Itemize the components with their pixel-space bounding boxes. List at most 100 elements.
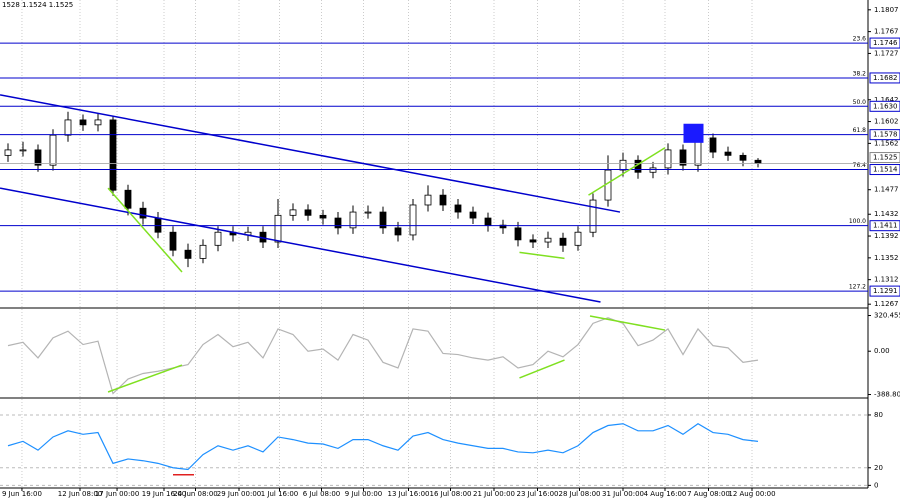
price-box	[869, 152, 900, 164]
highlight-box	[683, 123, 704, 143]
fib-ratio: 61.8	[853, 127, 867, 134]
indicator-line	[7, 423, 759, 471]
price-box	[869, 37, 900, 49]
candle-body	[124, 189, 132, 209]
candle-body	[169, 231, 177, 251]
candle-body	[184, 249, 192, 259]
candle-body	[409, 204, 417, 236]
y-tick-label: 1.1767	[874, 28, 899, 36]
candle-body	[109, 119, 117, 191]
candle-body	[739, 154, 747, 161]
candle-body	[529, 239, 537, 243]
y-tick-label: 320.4558	[874, 312, 900, 320]
y-tick-label: 1.1312	[874, 276, 899, 284]
y-tick-label: 1.1562	[874, 139, 899, 147]
x-tick-label: 1 Jul 16:00	[261, 490, 299, 498]
y-tick-label: 1.1352	[874, 254, 899, 262]
price-box-label: 1.1411	[873, 222, 898, 230]
price-box	[869, 72, 900, 84]
x-tick-label: 16 Jul 08:00	[430, 490, 472, 498]
x-tick-label: 21 Jul 00:00	[473, 490, 515, 498]
x-tick-label: 7 Aug 08:00	[687, 490, 730, 498]
fib-ratio: 76.4	[853, 162, 867, 169]
y-tick-label: 1.1642	[874, 96, 899, 104]
candle-body	[334, 217, 342, 229]
price-box	[869, 285, 900, 297]
candle-body	[199, 244, 207, 259]
x-tick-label: 9 Jul 00:00	[345, 490, 383, 498]
trendline	[519, 251, 565, 260]
y-tick-label: 1.1267	[874, 300, 899, 308]
fib-ratio: 50.0	[853, 99, 867, 106]
x-tick-label: 19 Jun 16:00	[142, 490, 186, 498]
trendline	[589, 315, 666, 331]
candle-body	[139, 207, 147, 219]
price-box-label: 1.1578	[873, 131, 898, 139]
candle-body	[154, 217, 162, 233]
y-tick-label: 1.1477	[874, 186, 899, 194]
candle-body	[214, 231, 222, 246]
trendline	[107, 364, 183, 393]
candle-body	[64, 119, 72, 136]
candle-body	[364, 211, 372, 214]
candle-body	[469, 211, 477, 219]
y-tick-label: -388.803	[874, 391, 900, 399]
fib-ratio: 100.0	[849, 218, 866, 225]
candle-body	[289, 209, 297, 216]
x-tick-label: 4 Aug 16:00	[644, 490, 687, 498]
x-tick-label: 12 Jun 08:00	[58, 490, 102, 498]
y-tick-label: 20	[874, 464, 883, 472]
x-tick-label: 13 Jul 16:00	[388, 490, 430, 498]
price-box-label: 1.1630	[873, 102, 898, 110]
price-box-label: 1.1514	[873, 166, 898, 174]
trendline	[588, 147, 666, 196]
price-box	[869, 100, 900, 112]
candle-body	[19, 149, 27, 152]
candle-body	[439, 194, 447, 206]
candle-body	[574, 231, 582, 246]
x-tick-label: 9 Jun 16:00	[2, 490, 42, 498]
header-quote: 1528 1.1524 1.1525	[2, 1, 73, 9]
fib-ratio: 23.6	[853, 36, 867, 43]
x-tick-label: 31 Jul 00:00	[602, 490, 644, 498]
candle-body	[559, 237, 567, 246]
x-tick-label: 17 Jun 00:00	[95, 490, 139, 498]
trendline	[107, 187, 183, 273]
candle-body	[709, 137, 717, 153]
candle-body	[754, 159, 762, 164]
candle-body	[514, 227, 522, 241]
candle-body	[484, 217, 492, 226]
candle-body	[544, 237, 552, 243]
candle-body	[589, 199, 597, 233]
current-price-label: 1.1525	[873, 154, 898, 162]
x-tick-label: 23 Jul 16:00	[517, 490, 559, 498]
candle-body	[79, 119, 87, 126]
candle-body	[349, 211, 357, 229]
candle-body	[649, 167, 657, 173]
y-tick-label: 0.00	[874, 347, 890, 355]
candle-body	[394, 227, 402, 236]
y-tick-label: 1.1727	[874, 49, 899, 57]
candle-body	[274, 214, 282, 243]
x-tick-label: 6 Jul 08:00	[303, 490, 341, 498]
trendline	[0, 187, 601, 303]
candle-body	[724, 151, 732, 156]
candle-body	[379, 211, 387, 229]
candle-body	[49, 134, 57, 166]
x-tick-label: 12 Aug 00:00	[728, 490, 775, 498]
indicator-line	[7, 317, 759, 395]
candle-body	[94, 119, 102, 126]
y-tick-label: 1.1432	[874, 210, 899, 218]
price-box	[869, 129, 900, 141]
price-box	[869, 164, 900, 176]
candle-body	[424, 194, 432, 206]
y-tick-label: 1.1392	[874, 232, 899, 240]
candle-body	[304, 209, 312, 216]
candle-body	[34, 149, 42, 166]
candle-body	[4, 149, 12, 156]
candle-body	[664, 149, 672, 169]
candle-body	[319, 214, 327, 219]
fib-ratio: 38.2	[853, 70, 867, 77]
